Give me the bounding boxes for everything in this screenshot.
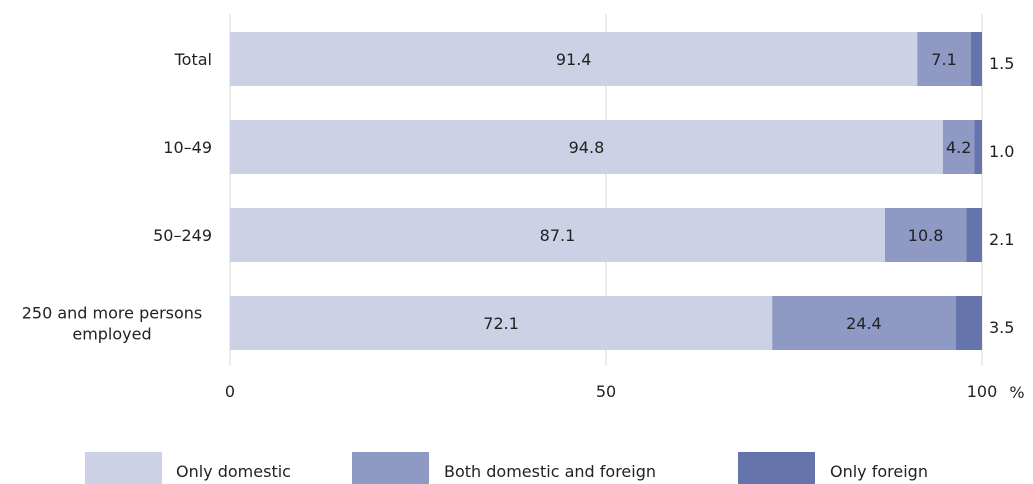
bar-50-249-both-domestic-and-foreign	[884, 208, 967, 262]
data-label-250-and-more-persons-employed-both-domestic-and-foreign: 24.4	[846, 314, 882, 333]
legend: Only domestic Both domestic and foreign On…	[85, 452, 928, 484]
data-label-50-249-only-domestic: 87.1	[540, 226, 576, 245]
legend-swatch-both-domestic-and-foreign	[352, 452, 429, 484]
bar-total-both-domestic-and-foreign	[917, 32, 971, 86]
legend-swatch-only-domestic	[85, 452, 162, 484]
legend-swatch-only-foreign	[738, 452, 815, 484]
data-label-10-49-only-foreign: 1.0	[989, 142, 1014, 161]
x-tick-label-50: 50	[596, 382, 616, 401]
x-unit-label: %	[1009, 383, 1024, 402]
data-label-50-249-only-foreign: 2.1	[989, 230, 1014, 249]
category-labels: Total 10–49 50–249 250 and more persons empl…	[22, 50, 212, 344]
bars: 91.4 7.1 1.5 94.8 4.2 1.0 87.1 10.8 2.1 72.1 24.4 3…	[230, 32, 1014, 350]
x-tick-label-0: 0	[225, 382, 235, 401]
data-label-10-49-both-domestic-and-foreign: 4.2	[946, 138, 971, 157]
bar-total-only-domestic	[230, 32, 918, 86]
bar-250-and-more-persons-employed-only-domestic	[230, 296, 773, 350]
bar-total-only-foreign	[970, 32, 982, 86]
bar-50-249-only-foreign	[966, 208, 982, 262]
bar-250-and-more-persons-employed-both-domestic-and-foreign	[772, 296, 956, 350]
legend-label-only-domestic: Only domestic	[176, 462, 291, 481]
data-label-250-and-more-persons-employed-only-domestic: 72.1	[483, 314, 519, 333]
category-label-250-and-more-persons-employed: 250 and more persons employed	[22, 304, 203, 344]
data-label-250-and-more-persons-employed-only-foreign: 3.5	[989, 318, 1014, 337]
legend-label-both-domestic-and-foreign: Both domestic and foreign	[444, 462, 656, 481]
data-label-50-249-both-domestic-and-foreign: 10.8	[908, 226, 944, 245]
x-tick-label-100: 100	[967, 382, 998, 401]
category-label-50-249: 50–249	[153, 226, 212, 245]
legend-label-only-foreign: Only foreign	[830, 462, 928, 481]
bar-10-49-only-domestic	[230, 120, 943, 174]
bar-250-and-more-persons-employed-only-foreign	[955, 296, 982, 350]
bar-10-49-only-foreign	[974, 120, 982, 174]
data-label-total-both-domestic-and-foreign: 7.1	[931, 50, 956, 69]
bar-10-49-both-domestic-and-foreign	[942, 120, 975, 174]
data-label-10-49-only-domestic: 94.8	[569, 138, 605, 157]
category-label-total: Total	[174, 50, 212, 69]
category-label-10-49: 10–49	[163, 138, 212, 157]
bar-50-249-only-domestic	[230, 208, 885, 262]
data-label-total-only-foreign: 1.5	[989, 54, 1014, 73]
x-axis-ticks: 0 50 100%	[225, 382, 1025, 402]
data-label-total-only-domestic: 91.4	[556, 50, 592, 69]
